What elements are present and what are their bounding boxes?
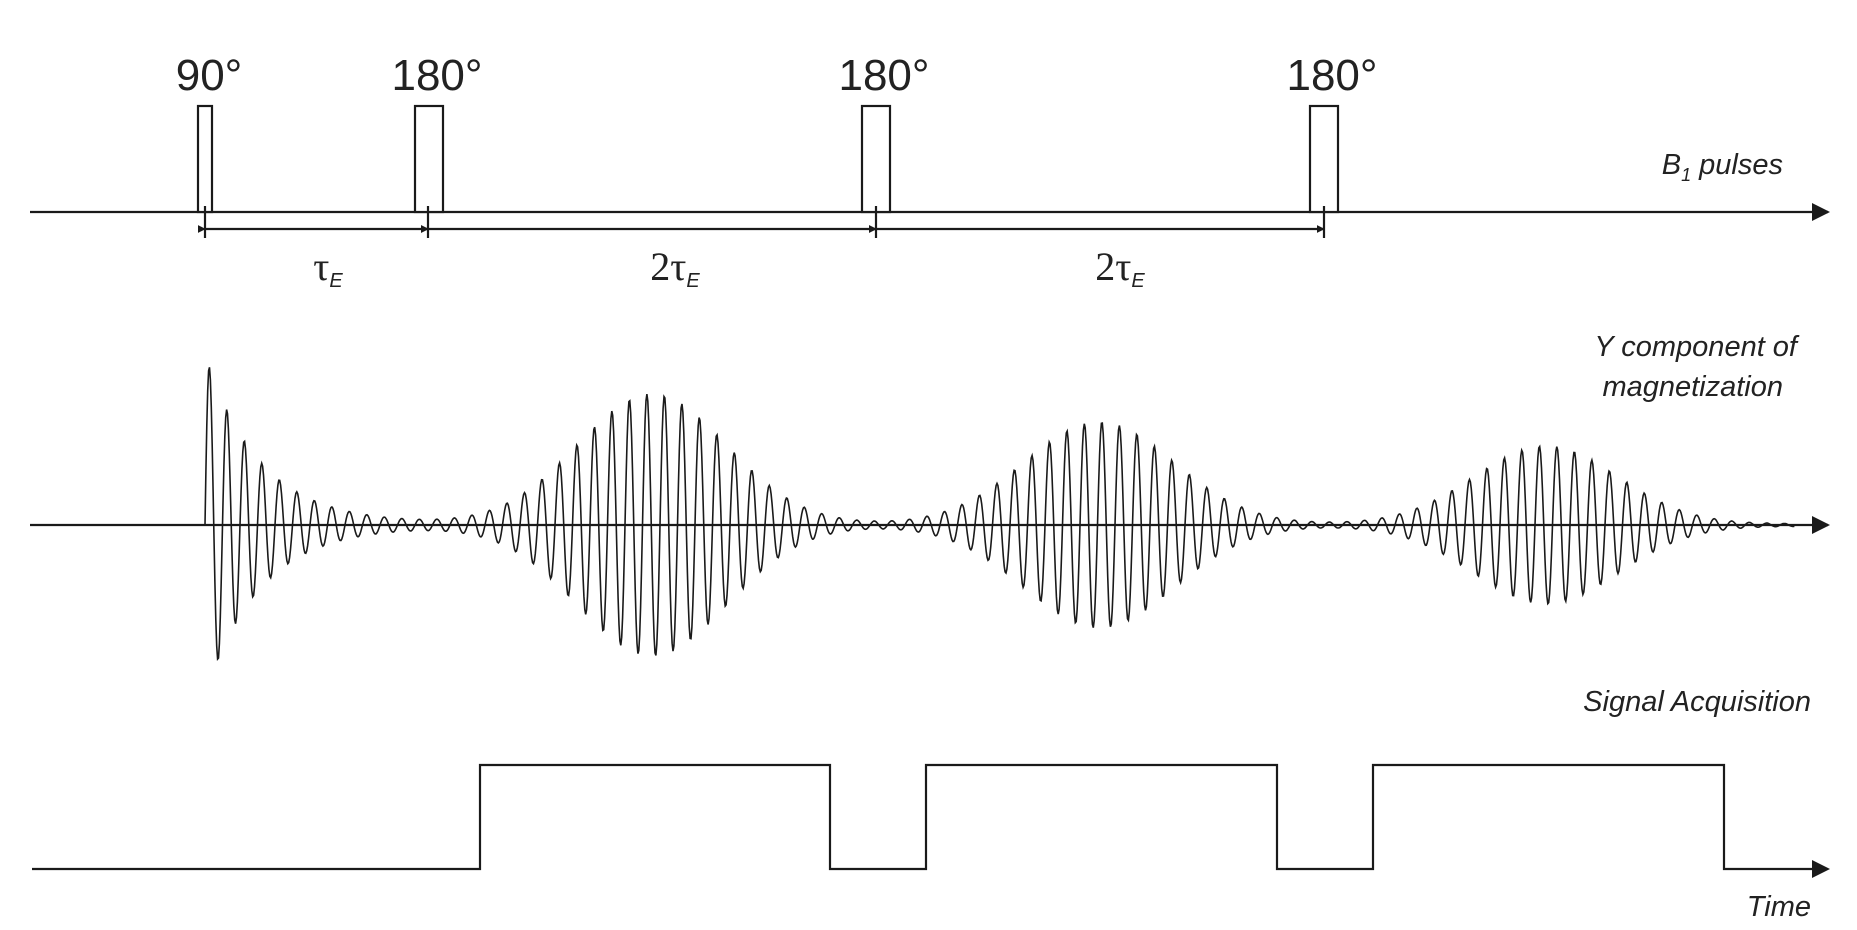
b1-axis-arrowhead	[1812, 203, 1830, 221]
pulse-180-label-third: 180°	[1286, 51, 1377, 100]
signal-acquisition-label: Signal Acquisition	[1583, 686, 1811, 718]
pulse-180-third	[1308, 104, 1340, 214]
echo-signal-waveform	[204, 367, 1795, 661]
acquisition-row: Signal Acquisition Time	[32, 686, 1830, 923]
pulse-90	[196, 104, 214, 214]
pulse-180-second	[860, 104, 892, 214]
interval-markers: τE 2τE 2τE	[197, 206, 1326, 292]
b1-pulse-row: 90° 180° 180° 180° B1 pulses	[30, 51, 1830, 221]
magnetization-row: Y component of magnetization	[30, 331, 1830, 661]
pulse-180-label-second: 180°	[838, 51, 929, 100]
pulse-180-label-first: 180°	[391, 51, 482, 100]
time-axis-arrowhead	[1812, 860, 1830, 878]
interval-label-2tau-e-second: 2τE	[1095, 244, 1145, 292]
magnetization-label-line1: Y component of	[1594, 331, 1800, 363]
acquisition-gate-trace	[32, 763, 1815, 871]
pulse-180-first	[413, 104, 445, 214]
magnetization-axis-arrowhead	[1812, 516, 1830, 534]
interval-label-tau-e: τE	[313, 244, 343, 292]
magnetization-label-line2: magnetization	[1602, 371, 1783, 403]
b1-pulses-label: B1 pulses	[1662, 149, 1783, 185]
pulse-90-label: 90°	[176, 51, 243, 100]
time-axis-label: Time	[1747, 891, 1811, 923]
interval-label-2tau-e-first: 2τE	[650, 244, 700, 292]
